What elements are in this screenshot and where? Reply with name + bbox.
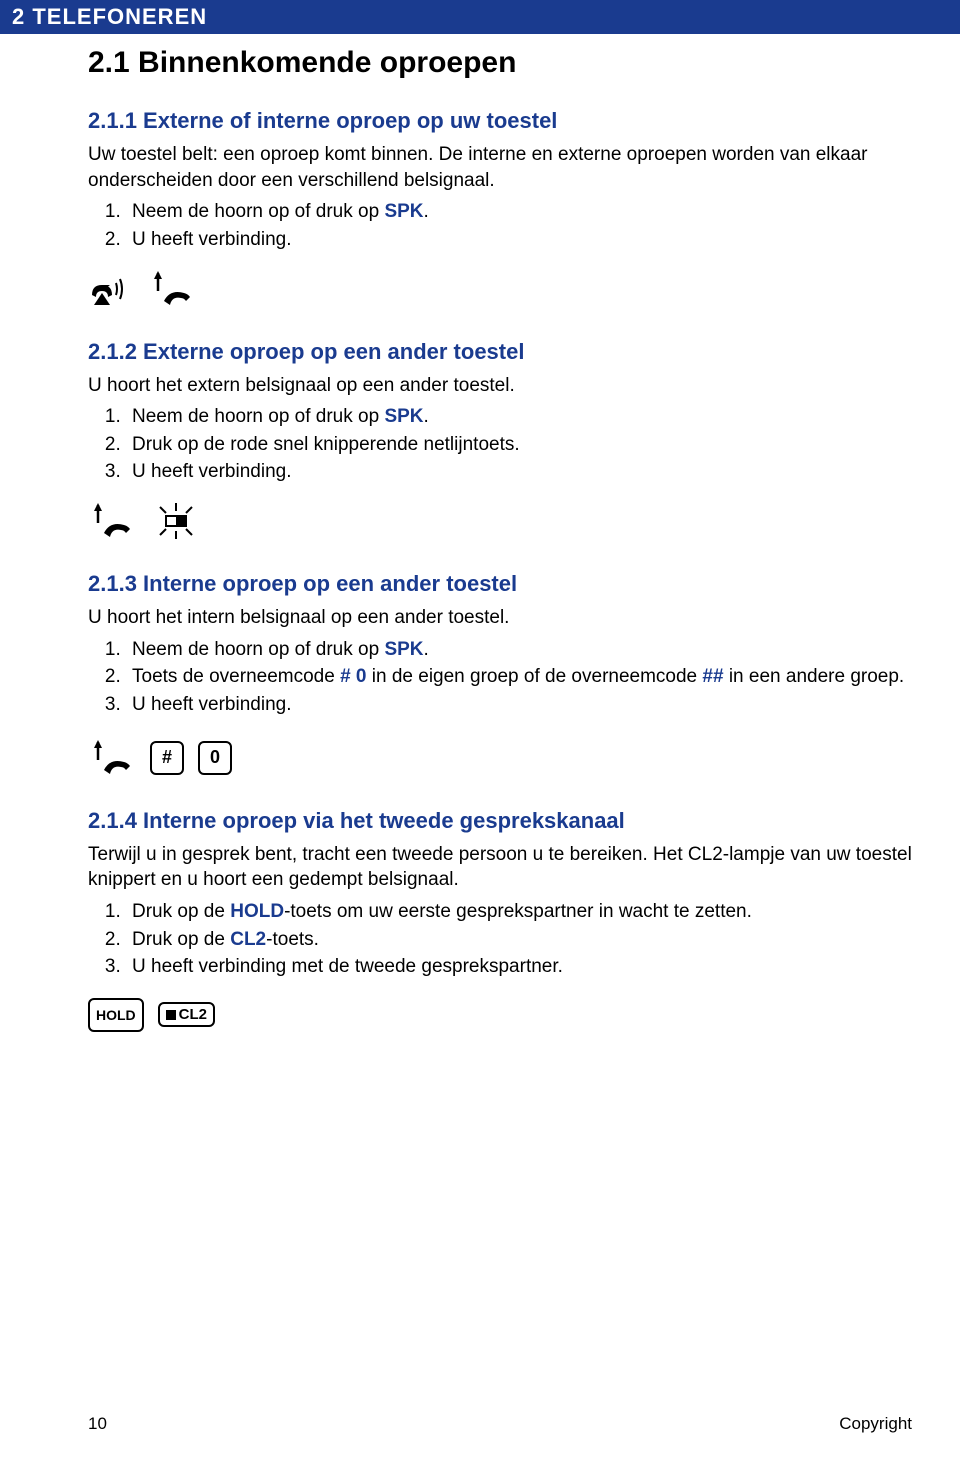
page-title: 2.1 Binnenkomende oproepen	[88, 46, 912, 80]
step-214-3: U heeft verbinding met de tweede gesprek…	[126, 954, 912, 980]
key-cl2: CL2	[158, 1002, 215, 1027]
key-hold: HOLD	[88, 998, 144, 1032]
keyword-spk: SPK	[384, 201, 423, 222]
steps-214: Druk op de HOLD-toets om uw eerste gespr…	[88, 899, 912, 980]
steps-211: Neem de hoorn op of druk op SPK. U heeft…	[88, 199, 912, 252]
keyword-code-hash0: # 0	[340, 666, 366, 687]
keyword-spk: SPK	[384, 406, 423, 427]
step-211-1: Neem de hoorn op of druk op SPK.	[126, 199, 912, 225]
icon-row-211	[88, 267, 912, 311]
step-213-2: Toets de overneemcode # 0 in de eigen gr…	[126, 664, 912, 690]
blinking-led-icon	[152, 499, 200, 543]
icon-row-212	[88, 499, 912, 543]
key-row-214: HOLD CL2	[88, 998, 912, 1032]
steps-213: Neem de hoorn op of druk op SPK. Toets d…	[88, 637, 912, 718]
page-number: 10	[88, 1414, 107, 1434]
heading-211: 2.1.1 Externe of interne oproep op uw to…	[88, 108, 912, 134]
page-footer: 10 Copyright	[0, 1414, 960, 1434]
page-content: 2.1 Binnenkomende oproepen 2.1.1 Externe…	[0, 46, 960, 1032]
heading-213: 2.1.3 Interne oproep op een ander toeste…	[88, 571, 912, 597]
key-hash: #	[150, 741, 184, 775]
handset-pickup-icon	[88, 499, 136, 543]
step-213-1: Neem de hoorn op of druk op SPK.	[126, 637, 912, 663]
keyword-code-hashhash: ##	[702, 666, 723, 687]
step-213-3: U heeft verbinding.	[126, 692, 912, 718]
intro-214: Terwijl u in gesprek bent, tracht een tw…	[88, 842, 912, 893]
step-212-3: U heeft verbinding.	[126, 459, 912, 485]
step-214-1: Druk op de HOLD-toets om uw eerste gespr…	[126, 899, 912, 925]
led-indicator-icon	[166, 1010, 176, 1020]
intro-211: Uw toestel belt: een oproep komt binnen.…	[88, 142, 912, 193]
handset-pickup-icon	[88, 736, 136, 780]
intro-212: U hoort het extern belsignaal op een and…	[88, 373, 912, 399]
chapter-header: 2 TELEFONEREN	[0, 0, 960, 34]
step-212-1: Neem de hoorn op of druk op SPK.	[126, 404, 912, 430]
keyword-hold: HOLD	[230, 901, 284, 922]
key-zero: 0	[198, 741, 232, 775]
steps-212: Neem de hoorn op of druk op SPK. Druk op…	[88, 404, 912, 485]
step-211-2: U heeft verbinding.	[126, 227, 912, 253]
chapter-title: 2 TELEFONEREN	[12, 4, 207, 29]
step-212-2: Druk op de rode snel knipperende netlijn…	[126, 432, 912, 458]
keyword-spk: SPK	[384, 639, 423, 660]
phone-ringing-icon	[88, 267, 132, 311]
heading-212: 2.1.2 Externe oproep op een ander toeste…	[88, 339, 912, 365]
keyword-cl2: CL2	[230, 929, 266, 950]
key-row-213: # 0	[88, 736, 912, 780]
key-cl2-label: CL2	[179, 1006, 207, 1023]
copyright-text: Copyright	[839, 1414, 912, 1434]
heading-214: 2.1.4 Interne oproep via het tweede gesp…	[88, 808, 912, 834]
handset-pickup-icon	[148, 267, 196, 311]
step-214-2: Druk op de CL2-toets.	[126, 927, 912, 953]
intro-213: U hoort het intern belsignaal op een and…	[88, 605, 912, 631]
